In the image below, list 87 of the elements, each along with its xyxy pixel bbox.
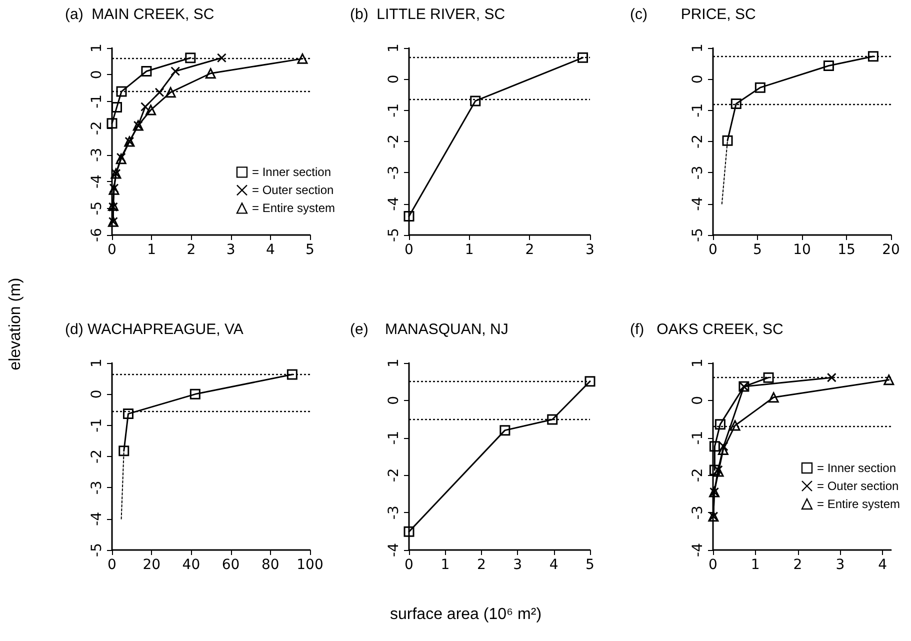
y-tick-label: -1	[690, 430, 706, 445]
x-tick-label: 1	[440, 557, 450, 573]
y-tick-label: -1	[386, 430, 402, 445]
y-tick-label: 0	[690, 396, 706, 405]
x-tick-label: 5	[586, 557, 594, 573]
chart-title: (c) PRICE, SC	[630, 6, 756, 23]
x-tick-label: 0	[708, 557, 718, 573]
y-tick-label: 1	[690, 44, 706, 52]
legend-label: = Inner section	[252, 165, 332, 180]
x-tick-label: 0	[108, 242, 116, 258]
y-tick-label: -1	[89, 418, 105, 432]
x-tick-label: 0	[404, 242, 414, 258]
chart-title: (d) WACHAPREAGUE, VA	[65, 321, 244, 338]
y-tick-label: 0	[89, 70, 105, 80]
y-tick-label: -3	[690, 166, 706, 180]
x-tick-label: 1	[750, 557, 760, 573]
x-tick-label: 0	[108, 557, 116, 573]
x-tick-label: 100	[296, 557, 324, 573]
y-tick-label: -5	[690, 228, 706, 242]
x-tick-label: 1	[147, 242, 156, 258]
x-tick-label: 2	[525, 242, 534, 258]
x-tick-label: 2	[793, 557, 802, 573]
x-tick-label: 40	[182, 557, 200, 573]
y-tick-label: -3	[386, 506, 402, 520]
x-tick-label: 3	[513, 557, 522, 573]
y-tick-label: -3	[386, 166, 402, 180]
y-tick-label: -2	[690, 468, 706, 482]
y-tick-label: -4	[89, 174, 105, 189]
chart-title: (e) MANASQUAN, NJ	[350, 321, 508, 338]
x-tick-label: 3	[836, 557, 845, 573]
x-tick-label: 3	[586, 242, 594, 258]
y-tick-label: 0	[386, 396, 402, 405]
y-tick-label: -1	[690, 103, 706, 118]
x-tick-label: 5	[753, 242, 762, 258]
y-tick-label: -2	[386, 468, 402, 482]
x-tick-label: 0	[708, 242, 718, 258]
chart-title: (a) MAIN CREEK, SC	[65, 6, 214, 23]
legend-label: = Inner section	[816, 461, 896, 475]
y-tick-label: -5	[89, 543, 105, 557]
y-tick-label: 1	[386, 44, 402, 52]
x-tick-label: 15	[838, 242, 856, 258]
y-tick-label: -2	[386, 134, 402, 148]
y-tick-label: -1	[386, 103, 402, 118]
y-tick-label: -3	[690, 506, 706, 520]
y-tick-label: 0	[690, 74, 706, 84]
y-axis-title: elevation (m)	[7, 278, 26, 370]
y-tick-label: -3	[89, 148, 105, 162]
y-tick-label: -4	[386, 542, 402, 557]
y-tick-label: -2	[89, 121, 105, 136]
x-tick-label: 2	[186, 242, 196, 258]
chart-title: (b) LITTLE RIVER, SC	[350, 6, 506, 23]
x-tick-label: 4	[266, 242, 275, 258]
legend-label: = Entire system	[816, 497, 900, 511]
x-tick-label: 10	[793, 242, 811, 258]
y-tick-label: 0	[89, 390, 105, 399]
x-tick-label: 60	[222, 557, 240, 573]
x-tick-label: 20	[882, 242, 900, 258]
y-tick-label: -4	[690, 542, 706, 557]
y-tick-label: -1	[89, 94, 105, 108]
y-tick-label: -2	[89, 450, 105, 464]
x-tick-label: 20	[142, 557, 161, 573]
y-tick-label: -5	[386, 228, 402, 242]
x-tick-label: 0	[404, 557, 414, 573]
y-tick-label: 1	[386, 358, 402, 368]
x-tick-label: 4	[549, 557, 558, 573]
x-tick-label: 5	[306, 242, 314, 258]
y-tick-label: -4	[690, 196, 706, 211]
x-tick-label: 1	[464, 242, 474, 258]
x-tick-label: 3	[226, 242, 236, 258]
y-tick-label: 1	[690, 358, 706, 368]
y-tick-label: 0	[386, 74, 402, 84]
y-tick-label: -3	[89, 480, 105, 495]
y-tick-label: -4	[386, 196, 402, 211]
x-tick-label: 80	[261, 557, 280, 573]
y-tick-label: -4	[89, 512, 105, 526]
x-tick-label: 4	[878, 557, 888, 573]
y-tick-label: 1	[89, 358, 105, 368]
legend-label: = Outer section	[252, 183, 334, 198]
y-tick-label: 1	[89, 44, 105, 52]
y-tick-label: -5	[89, 201, 105, 216]
x-axis-title: surface area (10⁶ m²)	[390, 606, 542, 624]
y-tick-label: -6	[89, 228, 105, 242]
y-tick-label: -2	[690, 134, 706, 148]
chart-title: (f) OAKS CREEK, SC	[630, 321, 784, 338]
legend-label: = Outer section	[816, 479, 899, 493]
x-tick-label: 2	[476, 557, 486, 573]
legend-label: = Entire system	[252, 201, 336, 216]
